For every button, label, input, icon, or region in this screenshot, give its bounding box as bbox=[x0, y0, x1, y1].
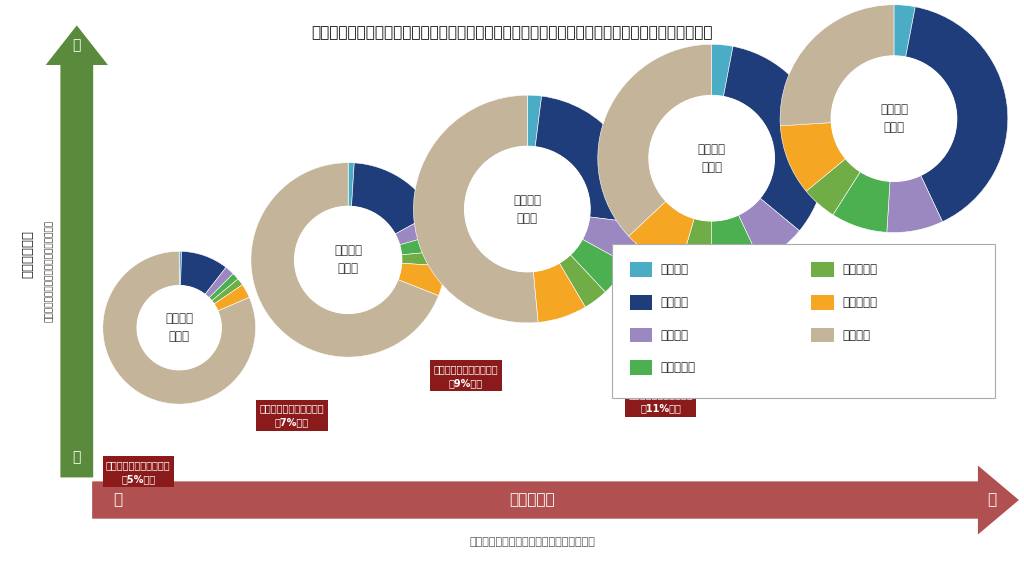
Wedge shape bbox=[205, 267, 233, 298]
Bar bbox=[630, 262, 652, 277]
Wedge shape bbox=[570, 239, 627, 292]
Wedge shape bbox=[723, 46, 825, 231]
Text: なかなか
コース: なかなか コース bbox=[513, 194, 542, 224]
Circle shape bbox=[831, 56, 956, 181]
Polygon shape bbox=[92, 466, 1019, 534]
Text: 新興国株式: 新興国株式 bbox=[660, 361, 695, 375]
Wedge shape bbox=[351, 163, 433, 234]
Circle shape bbox=[649, 95, 774, 221]
Wedge shape bbox=[833, 172, 890, 232]
Text: 高: 高 bbox=[73, 38, 81, 52]
Text: 日本リート: 日本リート bbox=[842, 263, 878, 276]
Wedge shape bbox=[414, 95, 538, 323]
Wedge shape bbox=[180, 251, 226, 294]
Text: 目標リスク水準（年率）
絇11%程度: 目標リスク水準（年率） 絇11%程度 bbox=[628, 389, 693, 413]
Wedge shape bbox=[212, 279, 243, 304]
Wedge shape bbox=[398, 263, 445, 295]
Text: 高: 高 bbox=[988, 493, 996, 507]
Text: 期待リターン: 期待リターン bbox=[22, 231, 34, 278]
Bar bbox=[811, 262, 834, 277]
Bar bbox=[630, 328, 652, 342]
FancyBboxPatch shape bbox=[612, 244, 995, 398]
Wedge shape bbox=[102, 251, 256, 404]
Wedge shape bbox=[583, 217, 640, 264]
Text: 『各ファンドの目標とするリスク水準とリターン特性および資産クラス別の組入比率のイメージ』: 『各ファンドの目標とするリスク水準とリターン特性および資産クラス別の組入比率のイ… bbox=[311, 25, 713, 41]
Wedge shape bbox=[629, 201, 694, 268]
Wedge shape bbox=[712, 215, 760, 272]
Text: じっくり
コース: じっくり コース bbox=[334, 245, 362, 275]
Text: 米国株式: 米国株式 bbox=[660, 295, 688, 309]
Text: 低: 低 bbox=[73, 451, 81, 464]
Wedge shape bbox=[598, 44, 712, 236]
Text: しっかり
コース: しっかり コース bbox=[697, 143, 726, 173]
Text: がっちり
コース: がっちり コース bbox=[880, 103, 908, 134]
Wedge shape bbox=[395, 213, 441, 245]
Wedge shape bbox=[680, 218, 712, 272]
Text: 目標リスク水準（年率）
約7%程度: 目標リスク水準（年率） 約7%程度 bbox=[259, 403, 325, 427]
Text: 日本株式: 日本株式 bbox=[660, 263, 688, 276]
Wedge shape bbox=[534, 263, 586, 323]
Wedge shape bbox=[214, 285, 249, 311]
Wedge shape bbox=[712, 44, 733, 97]
Wedge shape bbox=[348, 163, 354, 207]
Text: 米国リート: 米国リート bbox=[842, 295, 878, 309]
Wedge shape bbox=[536, 96, 641, 223]
Wedge shape bbox=[905, 7, 1008, 221]
Wedge shape bbox=[209, 273, 238, 301]
Bar bbox=[811, 328, 834, 342]
Circle shape bbox=[465, 146, 590, 272]
Wedge shape bbox=[401, 251, 445, 266]
Text: 低: 低 bbox=[114, 493, 122, 507]
Text: 欧州株式: 欧州株式 bbox=[660, 328, 688, 342]
Bar bbox=[630, 360, 652, 375]
Wedge shape bbox=[738, 198, 800, 261]
Circle shape bbox=[295, 206, 401, 314]
Bar bbox=[811, 295, 834, 310]
Text: 目標リスク水準（年率）
絇13%程度: 目標リスク水準（年率） 絇13%程度 bbox=[795, 347, 860, 371]
Wedge shape bbox=[527, 95, 542, 147]
Text: 世界債券: 世界債券 bbox=[842, 328, 870, 342]
Text: 右に行くほどリスク度はより高くなります: 右に行くほどリスク度はより高くなります bbox=[470, 537, 595, 547]
Polygon shape bbox=[46, 25, 108, 477]
Wedge shape bbox=[179, 251, 181, 286]
Bar bbox=[630, 295, 652, 310]
Wedge shape bbox=[780, 5, 894, 126]
Circle shape bbox=[137, 286, 221, 370]
Wedge shape bbox=[399, 233, 445, 255]
Text: 目標リスク: 目標リスク bbox=[510, 493, 555, 507]
Wedge shape bbox=[780, 123, 846, 191]
Wedge shape bbox=[559, 255, 605, 307]
Text: のんびり
コース: のんびり コース bbox=[165, 312, 194, 343]
Wedge shape bbox=[887, 175, 942, 233]
Wedge shape bbox=[806, 159, 860, 215]
Text: 上に行くほどより高い収益が期待できます: 上に行くほどより高い収益が期待できます bbox=[45, 220, 53, 322]
Wedge shape bbox=[894, 5, 915, 57]
Wedge shape bbox=[251, 163, 438, 357]
Text: 目標リスク水準（年率）
約5%程度: 目標リスク水準（年率） 約5%程度 bbox=[105, 460, 171, 484]
Text: 目標リスク水準（年率）
約9%程度: 目標リスク水準（年率） 約9%程度 bbox=[433, 364, 499, 388]
